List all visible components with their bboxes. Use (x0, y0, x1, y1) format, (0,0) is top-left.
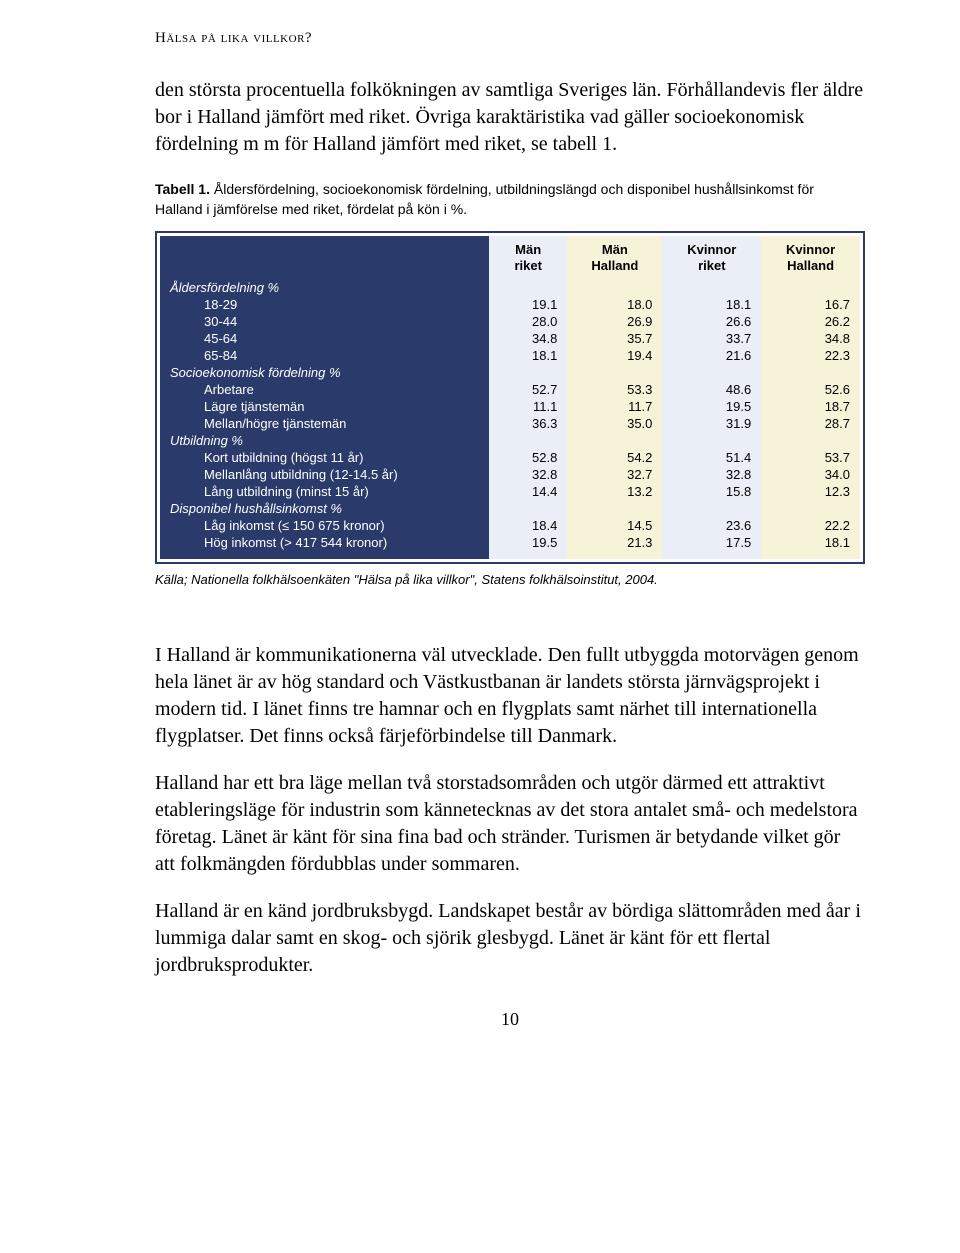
cell: 14.4 (489, 483, 567, 500)
row-label: Mellanlång utbildning (12-14.5 år) (160, 466, 489, 483)
group-title: Utbildning % (160, 432, 489, 449)
cell: 26.9 (567, 313, 662, 330)
table-group-header: Utbildning % (160, 432, 860, 449)
cell: 36.3 (489, 415, 567, 432)
table-header-row: Mänriket MänHalland Kvinnorriket Kvinnor… (160, 236, 860, 279)
cell: 51.4 (662, 449, 761, 466)
table-row: Hög inkomst (> 417 544 kronor)19.521.317… (160, 534, 860, 551)
header-women-halland: KvinnorHalland (761, 236, 860, 279)
table-group-header: Åldersfördelning % (160, 279, 860, 296)
cell: 32.8 (489, 466, 567, 483)
cell: 18.1 (489, 347, 567, 364)
cell: 17.5 (662, 534, 761, 551)
row-label: Lång utbildning (minst 15 år) (160, 483, 489, 500)
row-label: Låg inkomst (≤ 150 675 kronor) (160, 517, 489, 534)
cell: 35.0 (567, 415, 662, 432)
cell: 28.7 (761, 415, 860, 432)
cell: 26.2 (761, 313, 860, 330)
running-header: Hälsa på lika villkor? (155, 30, 865, 47)
header-women-riket: Kvinnorriket (662, 236, 761, 279)
cell: 22.2 (761, 517, 860, 534)
body-paragraph: I Halland är kommunikationerna väl utvec… (155, 642, 865, 750)
table-row: Låg inkomst (≤ 150 675 kronor)18.414.523… (160, 517, 860, 534)
body-paragraph: Halland är en känd jordbruksbygd. Landsk… (155, 898, 865, 979)
cell: 19.4 (567, 347, 662, 364)
cell: 28.0 (489, 313, 567, 330)
cell: 18.4 (489, 517, 567, 534)
cell: 18.1 (662, 296, 761, 313)
intro-paragraph: den största procentuella folkökningen av… (155, 77, 865, 158)
cell: 33.7 (662, 330, 761, 347)
cell: 12.3 (761, 483, 860, 500)
table-row: 30-4428.026.926.626.2 (160, 313, 860, 330)
table-source: Källa; Nationella folkhälsoenkäten "Häls… (155, 572, 865, 587)
table-row: Kort utbildning (högst 11 år)52.854.251.… (160, 449, 860, 466)
cell: 18.7 (761, 398, 860, 415)
table-row: Lägre tjänstemän11.111.719.518.7 (160, 398, 860, 415)
page: Hälsa på lika villkor? den största proce… (0, 0, 960, 1070)
cell: 19.5 (489, 534, 567, 551)
table-row: Lång utbildning (minst 15 år)14.413.215.… (160, 483, 860, 500)
cell: 54.2 (567, 449, 662, 466)
cell: 15.8 (662, 483, 761, 500)
cell: 26.6 (662, 313, 761, 330)
row-label: 65-84 (160, 347, 489, 364)
row-label: Lägre tjänstemän (160, 398, 489, 415)
header-blank (160, 236, 489, 279)
cell: 19.1 (489, 296, 567, 313)
caption-lead: Tabell 1. (155, 181, 210, 197)
table-row: 65-8418.119.421.622.3 (160, 347, 860, 364)
data-table: Mänriket MänHalland Kvinnorriket Kvinnor… (160, 236, 860, 559)
table-frame: Mänriket MänHalland Kvinnorriket Kvinnor… (155, 231, 865, 564)
cell: 53.7 (761, 449, 860, 466)
row-label: Mellan/högre tjänstemän (160, 415, 489, 432)
cell: 52.6 (761, 381, 860, 398)
cell: 21.6 (662, 347, 761, 364)
table-row: 18-2919.118.018.116.7 (160, 296, 860, 313)
cell: 34.0 (761, 466, 860, 483)
body-paragraph: Halland har ett bra läge mellan två stor… (155, 770, 865, 878)
cell: 19.5 (662, 398, 761, 415)
row-label: 45-64 (160, 330, 489, 347)
table-row: Mellanlång utbildning (12-14.5 år)32.832… (160, 466, 860, 483)
cell: 52.8 (489, 449, 567, 466)
cell: 34.8 (489, 330, 567, 347)
cell: 14.5 (567, 517, 662, 534)
cell: 32.7 (567, 466, 662, 483)
group-title: Åldersfördelning % (160, 279, 489, 296)
cell: 23.6 (662, 517, 761, 534)
row-label: Kort utbildning (högst 11 år) (160, 449, 489, 466)
cell: 31.9 (662, 415, 761, 432)
cell: 18.0 (567, 296, 662, 313)
caption-rest: Åldersfördelning, socioekonomisk fördeln… (155, 181, 814, 217)
cell: 16.7 (761, 296, 860, 313)
cell: 32.8 (662, 466, 761, 483)
row-label: Arbetare (160, 381, 489, 398)
cell: 34.8 (761, 330, 860, 347)
cell: 35.7 (567, 330, 662, 347)
cell: 11.7 (567, 398, 662, 415)
row-label: Hög inkomst (> 417 544 kronor) (160, 534, 489, 551)
group-title: Socioekonomisk fördelning % (160, 364, 489, 381)
group-title: Disponibel hushållsinkomst % (160, 500, 489, 517)
cell: 53.3 (567, 381, 662, 398)
cell: 21.3 (567, 534, 662, 551)
row-label: 30-44 (160, 313, 489, 330)
page-number: 10 (155, 1009, 865, 1030)
table-group-header: Disponibel hushållsinkomst % (160, 500, 860, 517)
row-label: 18-29 (160, 296, 489, 313)
cell: 13.2 (567, 483, 662, 500)
table-group-header: Socioekonomisk fördelning % (160, 364, 860, 381)
header-men-halland: MänHalland (567, 236, 662, 279)
header-men-riket: Mänriket (489, 236, 567, 279)
cell: 48.6 (662, 381, 761, 398)
table-row: 45-6434.835.733.734.8 (160, 330, 860, 347)
table-row: Arbetare52.753.348.652.6 (160, 381, 860, 398)
table-row: Mellan/högre tjänstemän36.335.031.928.7 (160, 415, 860, 432)
cell: 11.1 (489, 398, 567, 415)
table-caption: Tabell 1. Åldersfördelning, socioekonomi… (155, 180, 865, 219)
cell: 52.7 (489, 381, 567, 398)
cell: 22.3 (761, 347, 860, 364)
cell: 18.1 (761, 534, 860, 551)
